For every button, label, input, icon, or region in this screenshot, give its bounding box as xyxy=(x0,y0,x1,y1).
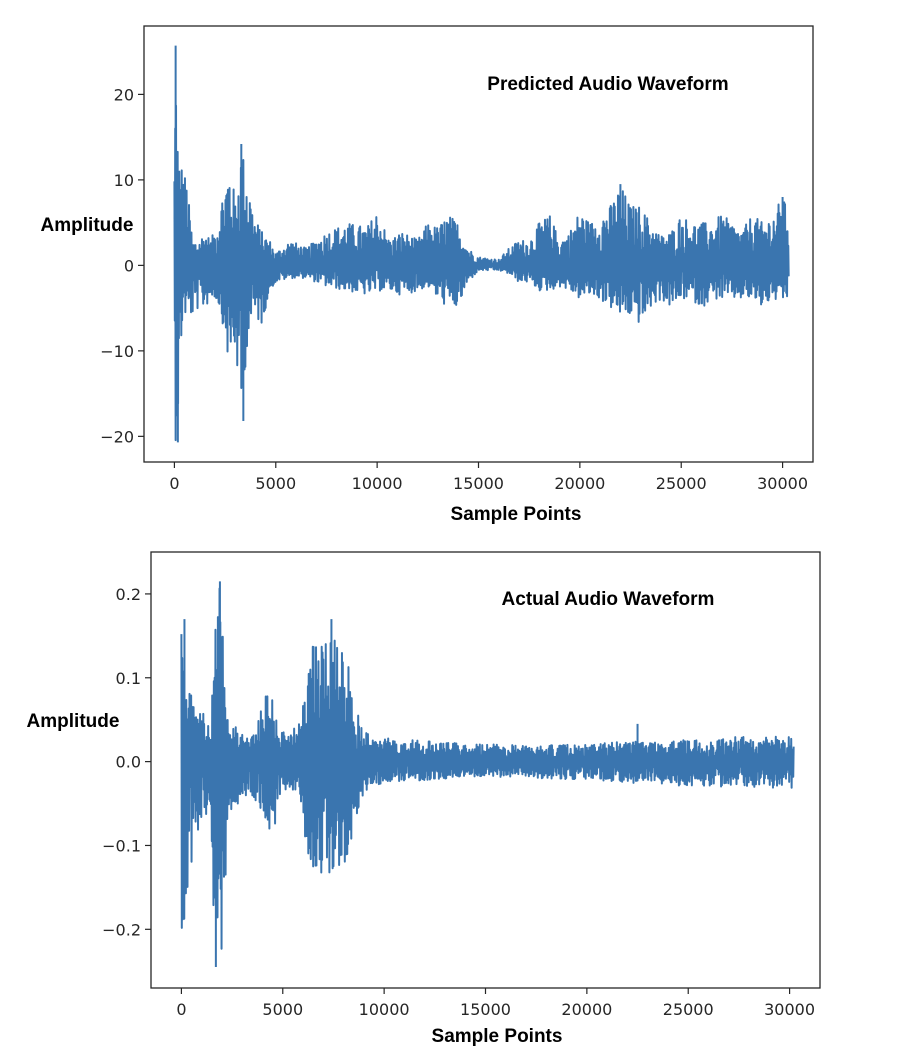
y-tick-label: 0.2 xyxy=(116,585,141,604)
x-tick-label: 10000 xyxy=(352,474,403,493)
x-tick-label: 15000 xyxy=(460,1000,511,1019)
x-tick-label: 25000 xyxy=(656,474,707,493)
waveform-line xyxy=(180,581,795,968)
x-tick-label: 5000 xyxy=(255,474,296,493)
predicted-waveform-chart: Predicted Audio Waveform Amplitude Sampl… xyxy=(41,25,814,525)
x-axis-label: Sample Points xyxy=(432,1026,563,1047)
y-tick-label: −0.2 xyxy=(102,920,141,939)
y-tick-label: −20 xyxy=(100,427,134,446)
x-tick-label: 5000 xyxy=(262,1000,303,1019)
x-tick-label: 0 xyxy=(169,474,179,493)
y-axis-label: Amplitude xyxy=(27,711,120,732)
y-tick-label: 0.1 xyxy=(116,669,141,688)
x-tick-label: 20000 xyxy=(561,1000,612,1019)
x-tick-label: 25000 xyxy=(663,1000,714,1019)
x-tick-label: 30000 xyxy=(757,474,808,493)
x-tick-label: 30000 xyxy=(764,1000,815,1019)
y-tick-label: 0.0 xyxy=(116,753,141,772)
y-tick-label: 10 xyxy=(114,171,134,190)
x-tick-label: 15000 xyxy=(453,474,504,493)
x-axis-label: Sample Points xyxy=(451,504,582,525)
x-tick-label: 10000 xyxy=(359,1000,410,1019)
chart-title: Predicted Audio Waveform xyxy=(487,74,728,95)
chart-title: Actual Audio Waveform xyxy=(502,589,715,610)
y-tick-label: 0 xyxy=(124,256,134,275)
x-tick-label: 20000 xyxy=(554,474,605,493)
y-tick-label: −0.1 xyxy=(102,836,141,855)
y-tick-label: 20 xyxy=(114,85,134,104)
y-axis-label: Amplitude xyxy=(41,215,134,236)
x-tick-label: 0 xyxy=(176,1000,186,1019)
y-tick-label: −10 xyxy=(100,342,134,361)
waveform-line xyxy=(173,45,790,443)
actual-waveform-chart: Actual Audio Waveform Amplitude Sample P… xyxy=(27,551,821,1047)
